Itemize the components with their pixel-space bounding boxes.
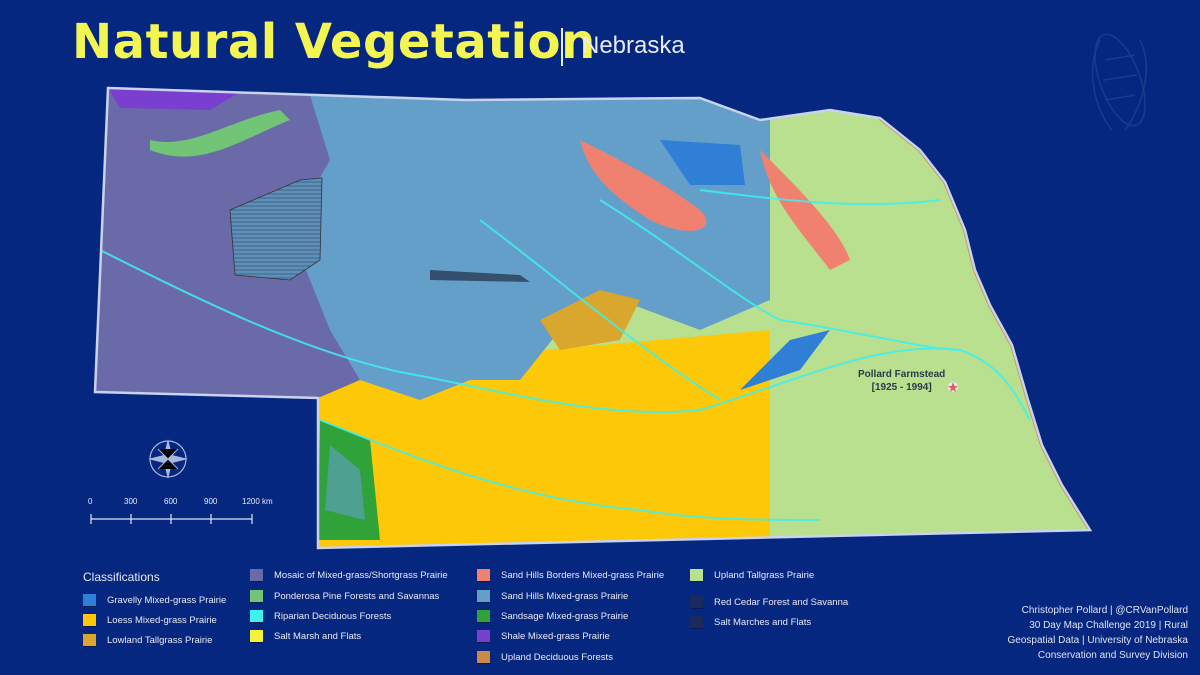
scale-tick-label: 900 xyxy=(204,497,218,506)
page-title: Natural Vegetation xyxy=(72,14,596,70)
legend-item: Sandsage Mixed-grass Prairie xyxy=(477,610,628,623)
region-red-cedar xyxy=(430,270,530,282)
legend-label: Upland Deciduous Forests xyxy=(501,652,613,663)
legend-label: Riparian Deciduous Forests xyxy=(274,611,392,622)
legend-swatch xyxy=(477,569,490,582)
legend-swatch xyxy=(690,569,703,582)
legend-label: Salt Marsh and Flats xyxy=(274,631,362,642)
legend-item: Sand Hills Mixed-grass Prairie xyxy=(477,590,628,603)
credits: Christopher Pollard | @CRVanPollard 30 D… xyxy=(1008,603,1188,663)
legend-swatch xyxy=(83,614,96,627)
scale-tick-label: 300 xyxy=(124,497,138,506)
star-icon[interactable] xyxy=(948,382,958,392)
compass-rose-icon xyxy=(148,439,188,479)
legend-item: Mosaic of Mixed-grass/Shortgrass Prairie xyxy=(250,569,448,582)
corn-icon xyxy=(1091,33,1147,131)
legend-item: Sand Hills Borders Mixed-grass Prairie xyxy=(477,569,664,582)
region-sand-hills-border-2 xyxy=(760,150,850,270)
legend-item: Salt Marches and Flats xyxy=(690,616,811,629)
legend-swatch xyxy=(690,596,703,609)
state-outline xyxy=(93,86,1093,550)
scale-bar xyxy=(90,514,253,524)
region-ponderosa xyxy=(150,110,290,157)
legend-swatch xyxy=(477,630,490,643)
pollard-farmstead-label: Pollard Farmstead [1925 - 1994] xyxy=(858,368,945,394)
credit-line: Conservation and Survey Division xyxy=(1037,650,1188,661)
legend-item: Upland Tallgrass Prairie xyxy=(690,569,814,582)
legend-item: Salt Marsh and Flats xyxy=(250,630,361,643)
region-shale xyxy=(108,88,240,110)
marker-label-line1: Pollard Farmstead xyxy=(858,369,946,380)
legend-label: Mosaic of Mixed-grass/Shortgrass Prairie xyxy=(274,570,448,581)
legend-swatch xyxy=(477,610,490,623)
region-mosaic xyxy=(95,88,360,398)
region-gravelly xyxy=(660,140,745,185)
legend-swatch xyxy=(250,569,263,582)
marker-label-line2: [1925 - 1994] xyxy=(871,382,932,393)
legend-item: Riparian Deciduous Forests xyxy=(250,610,391,623)
scale-tick-label: 0 xyxy=(88,497,93,506)
legend-item: Upland Deciduous Forests xyxy=(477,651,613,664)
legend-title: Classifications xyxy=(83,570,160,584)
title-separator xyxy=(561,28,563,66)
legend-item: Loess Mixed-grass Prairie xyxy=(83,614,217,627)
legend-label: Loess Mixed-grass Prairie xyxy=(107,615,217,626)
credit-line: Geospatial Data | University of Nebraska xyxy=(1007,635,1188,646)
legend-swatch xyxy=(250,610,263,623)
legend-label: Shale Mixed-grass Prairie xyxy=(501,631,610,642)
legend-label: Lowland Tallgrass Prairie xyxy=(107,635,213,646)
legend-label: Red Cedar Forest and Savanna xyxy=(714,597,849,608)
legend-label: Sand Hills Borders Mixed-grass Prairie xyxy=(501,570,665,581)
legend-swatch xyxy=(477,590,490,603)
credit-line: 30 Day Map Challenge 2019 | Rural xyxy=(1029,620,1188,631)
legend-swatch xyxy=(250,590,263,603)
legend-swatch xyxy=(477,651,490,664)
region-lowland xyxy=(540,290,640,350)
legend-label: Sandsage Mixed-grass Prairie xyxy=(501,611,629,622)
legend-label: Upland Tallgrass Prairie xyxy=(714,570,815,581)
region-sandsage-edge xyxy=(325,445,365,520)
region-sand-hills-border xyxy=(580,140,707,231)
legend-label: Ponderosa Pine Forests and Savannas xyxy=(274,591,440,602)
legend-item: Gravelly Mixed-grass Prairie xyxy=(83,594,226,607)
scale-tick-label: 600 xyxy=(164,497,178,506)
credit-line: Christopher Pollard | @CRVanPollard xyxy=(1021,605,1188,616)
page-subtitle: Nebraska xyxy=(582,32,685,59)
legend-item: Lowland Tallgrass Prairie xyxy=(83,634,212,647)
region-salt-marches xyxy=(229,177,323,281)
legend-label: Salt Marches and Flats xyxy=(714,617,812,628)
legend-swatch xyxy=(83,634,96,647)
legend-item: Ponderosa Pine Forests and Savannas xyxy=(250,590,439,603)
legend-item: Red Cedar Forest and Savanna xyxy=(690,596,848,609)
legend-item: Shale Mixed-grass Prairie xyxy=(477,630,610,643)
legend-swatch xyxy=(690,616,703,629)
rivers xyxy=(99,189,1031,521)
legend-label: Gravelly Mixed-grass Prairie xyxy=(107,595,227,606)
region-gravelly-2 xyxy=(740,330,830,390)
legend-label: Sand Hills Mixed-grass Prairie xyxy=(501,591,629,602)
region-sand-hills xyxy=(300,95,770,400)
scale-tick-label: 1200 km xyxy=(242,497,273,506)
legend-swatch xyxy=(83,594,96,607)
legend-swatch xyxy=(250,630,263,643)
